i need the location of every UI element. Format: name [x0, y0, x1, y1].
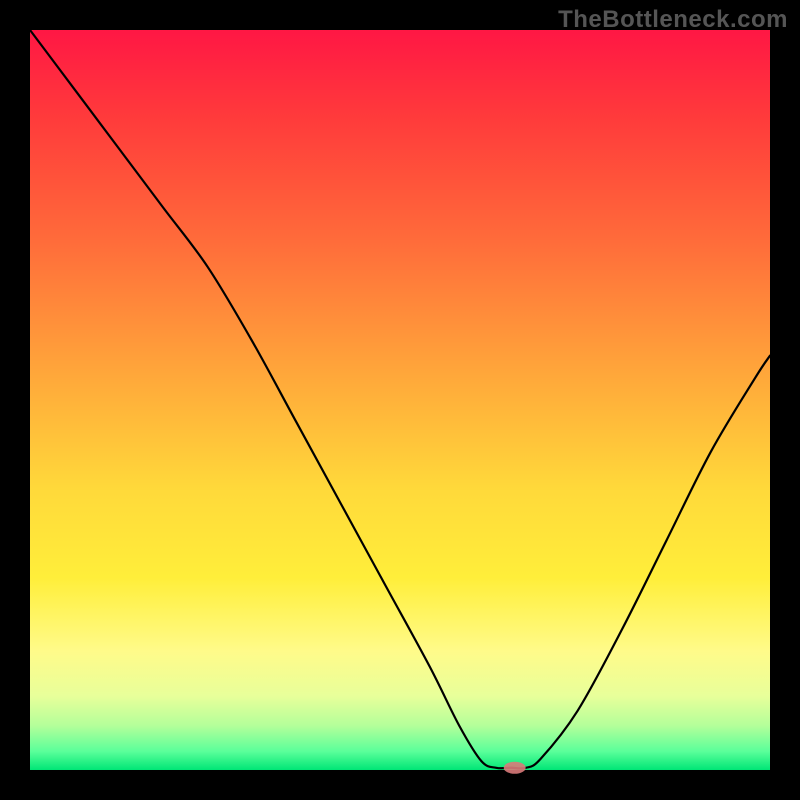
bottleneck-gradient-chart [0, 0, 800, 800]
watermark-label: TheBottleneck.com [558, 6, 788, 34]
chart-container: TheBottleneck.com [0, 0, 800, 800]
optimal-point-marker [504, 762, 526, 774]
chart-gradient-bg [30, 30, 770, 770]
